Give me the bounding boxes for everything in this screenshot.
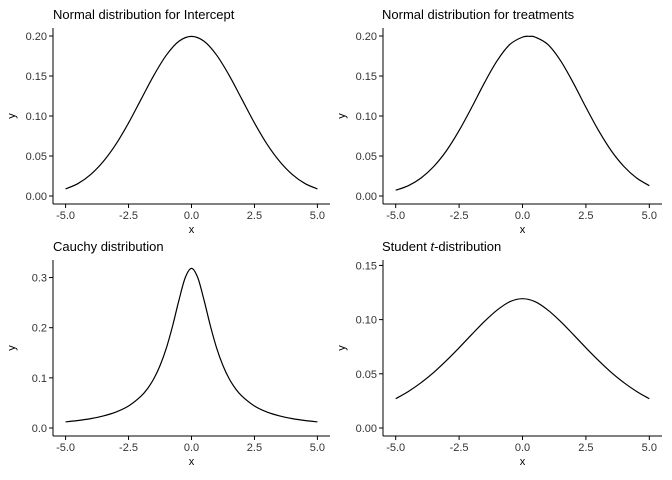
panel-3: Cauchy distribution -5.0 -2.5 0.0 2.5 5.0 0.0 0… — [6, 239, 330, 468]
y-tick-label: 0.20 — [26, 31, 47, 43]
y-axis-label: y — [336, 113, 348, 119]
x-tick-label: -2.5 — [450, 442, 469, 454]
x-axis-label: x — [520, 224, 526, 236]
title-italic-part: t — [430, 239, 435, 254]
y-tick-label: 0.15 — [356, 260, 377, 272]
x-tick-label: 0.0 — [184, 210, 199, 222]
density-curve — [395, 298, 650, 400]
panel-title: Normal distribution for treatments — [382, 7, 575, 22]
y-axis-label: y — [6, 113, 18, 119]
y-tick-label: 0.10 — [26, 111, 47, 123]
title-part: Student — [382, 239, 430, 254]
x-tick-label: 2.5 — [578, 442, 593, 454]
x-axis-label: x — [189, 456, 195, 468]
x-tick-label: 5.0 — [310, 210, 325, 222]
x-tick-label: 5.0 — [310, 442, 325, 454]
x-tick-label: -2.5 — [119, 210, 138, 222]
y-tick-label: 0.05 — [26, 151, 47, 163]
x-tick-label: 2.5 — [247, 442, 262, 454]
y-tick-label: 0.10 — [356, 315, 377, 327]
density-curve — [395, 35, 650, 191]
y-tick-label: 0.05 — [356, 369, 377, 381]
y-tick-label: 0.00 — [356, 191, 377, 203]
panel-title: Normal distribution for Intercept — [53, 7, 235, 22]
density-curve — [65, 35, 318, 190]
x-tick-label: 2.5 — [247, 210, 262, 222]
x-tick-label: 0.0 — [515, 442, 530, 454]
y-tick-label: 0.00 — [356, 423, 377, 435]
x-tick-label: -5.0 — [56, 442, 75, 454]
x-axis-label: x — [520, 456, 526, 468]
panel-title: Student t-distribution — [382, 239, 501, 254]
panel-4: Student t-distribution -5.0 -2.5 0.0 2.5 5.0 0… — [336, 239, 662, 468]
y-tick-label: 0.00 — [26, 191, 47, 203]
x-tick-label: -5.0 — [386, 210, 405, 222]
panel-2: Normal distribution for treatments -5.0 -2… — [336, 7, 662, 236]
x-tick-label: 0.0 — [184, 442, 199, 454]
y-axis-label: y — [336, 345, 348, 351]
y-axis-label: y — [6, 345, 18, 351]
y-tick-label: 0.1 — [32, 373, 47, 385]
x-tick-label: -2.5 — [450, 210, 469, 222]
panel-1: Normal distribution for Intercept -5.0 -2.… — [6, 7, 330, 236]
title-part: -distribution — [434, 239, 501, 254]
y-tick-label: 0.05 — [356, 151, 377, 163]
x-tick-label: 2.5 — [578, 210, 593, 222]
density-curve — [65, 267, 318, 423]
x-tick-label: 0.0 — [515, 210, 530, 222]
x-tick-label: -5.0 — [56, 210, 75, 222]
y-tick-label: 0.15 — [356, 71, 377, 83]
y-tick-label: 0.20 — [356, 31, 377, 43]
x-axis-label: x — [189, 224, 195, 236]
x-tick-label: -2.5 — [119, 442, 138, 454]
x-tick-label: 5.0 — [642, 210, 657, 222]
x-tick-label: 5.0 — [642, 442, 657, 454]
x-tick-label: -5.0 — [386, 442, 405, 454]
y-tick-label: 0.15 — [26, 71, 47, 83]
y-tick-label: 0.3 — [32, 273, 47, 285]
y-tick-label: 0.10 — [356, 111, 377, 123]
y-tick-label: 0.0 — [32, 423, 47, 435]
panel-title: Cauchy distribution — [53, 239, 164, 254]
y-tick-label: 0.2 — [32, 323, 47, 335]
